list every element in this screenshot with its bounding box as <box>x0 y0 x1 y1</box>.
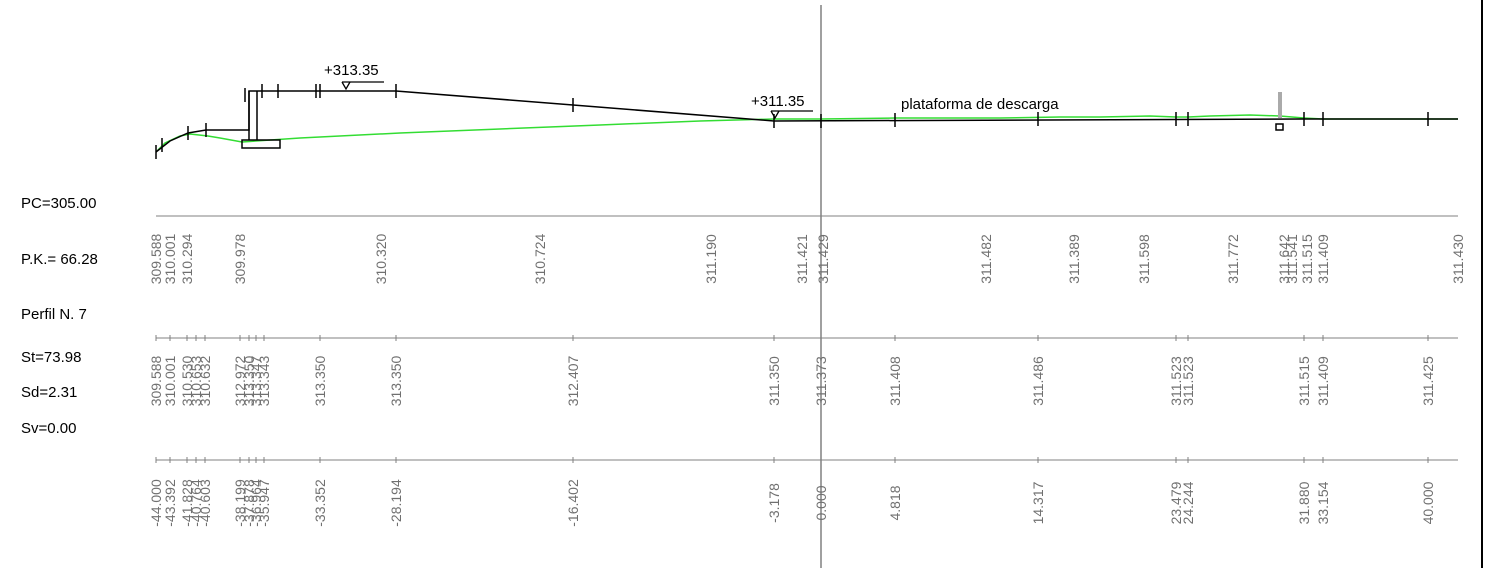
terrain-line <box>155 114 1458 153</box>
offset-value: -33.352 <box>312 479 328 527</box>
terrain-elevation-value: 310.001 <box>162 233 178 284</box>
offset-value: -43.392 <box>162 479 178 527</box>
project-elevation-value: 311.408 <box>887 356 903 406</box>
post-structure <box>1278 92 1282 118</box>
wall-footing <box>241 139 281 149</box>
offset-value: -16.402 <box>565 479 581 527</box>
terrain-elevation-value: 311.482 <box>978 234 994 284</box>
terrain-elevation-value: 311.430 <box>1450 234 1466 284</box>
offset-value: -37.878 <box>241 479 257 527</box>
offset-value: -40.764 <box>188 479 204 527</box>
project-elevation-value: 313.347 <box>248 355 264 406</box>
terrain-elevation-value: 311.389 <box>1066 234 1082 284</box>
center-level-arrow <box>770 110 780 120</box>
left-level-label: +313.35 <box>324 62 379 79</box>
project-elevation-value: 312.407 <box>565 355 581 406</box>
project-elevation-value: 313.350 <box>312 355 328 406</box>
terrain-elevation-value: 309.978 <box>232 233 248 284</box>
project-elevation-value: 313.350 <box>388 355 404 406</box>
offset-value: -41.828 <box>179 479 195 527</box>
offset-value: 40.000 <box>1420 481 1436 524</box>
project-line <box>155 90 1458 153</box>
terrain-elevation-value: 311.190 <box>703 234 719 284</box>
offset-value: 14.317 <box>1030 481 1046 524</box>
terrain-elevation-value: 311.421 <box>794 234 810 284</box>
offset-value: 31.880 <box>1296 481 1312 524</box>
offset-value: 4.818 <box>887 485 903 520</box>
terrain-elevation-value: 311.642 <box>1276 234 1292 284</box>
project-elevation-value: 311.425 <box>1420 356 1436 406</box>
project-elevation-value: 310.653 <box>188 355 204 406</box>
terrain-elevation-value: 310.724 <box>532 233 548 284</box>
post-base <box>1275 123 1284 131</box>
offset-value: -3.178 <box>766 483 782 523</box>
left-level-arrow <box>341 81 351 91</box>
profile-ticks <box>155 84 1429 159</box>
project-elevation-value: 310.001 <box>162 355 178 406</box>
project-elevation-value: 310.632 <box>197 355 213 406</box>
offset-value: -40.603 <box>197 479 213 527</box>
offset-value: -36.964 <box>248 479 264 527</box>
project-elevation-value: 312.972 <box>232 355 248 406</box>
project-elevation-value: 311.486 <box>1030 356 1046 406</box>
terrain-elevation-value: 311.429 <box>815 234 831 284</box>
project-elevation-value: 313.343 <box>256 355 272 406</box>
project-elevation-value: 311.523 <box>1180 356 1196 406</box>
offset-values: -44.000-43.392 -41.828-40.764-40.603 -38.1… <box>148 479 1436 527</box>
terrain-elevation-value: 310.294 <box>179 233 195 284</box>
project-elevation-value: 311.523 <box>1168 356 1184 406</box>
offset-value: -28.194 <box>388 479 404 527</box>
project-elevation-value: 313.350 <box>241 355 257 406</box>
sd-label: Sd=2.31 <box>21 384 77 401</box>
project-elevation-value: 311.409 <box>1315 356 1331 406</box>
center-level-label: +311.35 <box>751 93 805 110</box>
project-elevation-value: 311.373 <box>813 356 829 406</box>
perfil-label: Perfil N. 7 <box>21 306 87 323</box>
offset-value: 23.479 <box>1168 481 1184 524</box>
project-elevation-value: 311.515 <box>1296 356 1312 406</box>
terrain-elevation-value: 311.772 <box>1225 234 1241 284</box>
offset-value: 0.000 <box>813 485 829 520</box>
pc-label: PC=305.00 <box>21 195 96 212</box>
terrain-elevation-value: 311.409 <box>1315 234 1331 284</box>
terrain-elevation-value: 311.515 <box>1299 234 1315 284</box>
terrain-elevation-value: 311.541 <box>1284 234 1300 284</box>
project-elevation-value: 311.350 <box>766 356 782 406</box>
band-ticks <box>155 335 1429 463</box>
offset-value: 33.154 <box>1315 481 1331 524</box>
offset-value: 24.244 <box>1180 481 1196 524</box>
terrain-elevation-value: 311.598 <box>1136 234 1152 284</box>
terrain-elevation-value: 310.320 <box>373 233 389 284</box>
sv-label: Sv=0.00 <box>21 420 76 437</box>
offset-value: -35.947 <box>256 479 272 527</box>
platform-label: plataforma de descarga <box>901 96 1059 113</box>
project-elevation-value: 310.530 <box>179 355 195 406</box>
offset-value: -38.199 <box>232 479 248 527</box>
st-label: St=73.98 <box>21 349 81 366</box>
offset-value: -44.000 <box>148 479 164 527</box>
terrain-elevation-value: 309.588 <box>148 233 164 284</box>
project-elevation-value: 309.588 <box>148 355 164 406</box>
pk-label: P.K.= 66.28 <box>21 251 98 268</box>
